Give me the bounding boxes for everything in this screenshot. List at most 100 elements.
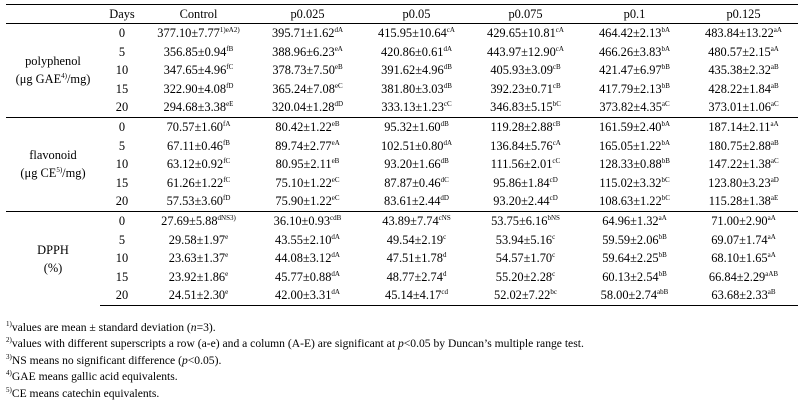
- table-row: DPPH (%) 0 27.69±5.88dNS3) 36.10±0.93cdB 43.8…: [6, 210, 798, 306]
- value-cell: 405.93±3.09cB: [471, 61, 580, 80]
- cell-superscript: bB: [661, 63, 670, 72]
- cell-value: 60.13±2.54: [602, 269, 659, 284]
- cell-value: 23.92±1.86: [168, 269, 226, 284]
- cell-superscript: cA: [555, 44, 564, 53]
- cell-superscript: fA: [222, 119, 231, 128]
- cell-superscript: d: [442, 269, 447, 278]
- cell-value: 59.64±2.25: [602, 251, 659, 266]
- cell-superscript: aB: [770, 81, 779, 90]
- value-cell: 180.75±2.88aB: [689, 137, 798, 156]
- value-cell: 60.13±2.54bB: [580, 268, 689, 287]
- value-cell: 165.05±1.22bA: [580, 137, 689, 156]
- cell-value: 93.20±1.66: [384, 157, 441, 172]
- value-cell: 346.83±5.15bC: [471, 98, 580, 117]
- value-cell: 53.75±6.16bNS: [471, 210, 580, 231]
- cell-superscript: abB: [657, 288, 669, 297]
- value-cell: 391.62±4.96dB: [362, 61, 471, 80]
- category-unit-tail: /mg): [66, 72, 91, 87]
- cell-value: 161.59±2.40: [598, 119, 662, 134]
- day-cell: 5: [118, 138, 126, 153]
- column-header: p0.025: [253, 4, 362, 24]
- cell-value: 115.28±1.38: [708, 194, 771, 209]
- value-cell: 95.86±1.84cD: [471, 174, 580, 193]
- cell-value: 388.96±6.23: [272, 44, 335, 59]
- value-cell: 102.51±0.80dA: [362, 137, 471, 156]
- cell-value: 123.80±3.23: [708, 175, 771, 190]
- cell-superscript: aA: [773, 26, 782, 34]
- cell-value: 415.95±10.64: [378, 26, 447, 40]
- cell-value: 70.57±1.60: [166, 119, 223, 134]
- cell-superscript: cdB: [330, 213, 342, 222]
- column-header: Days: [100, 4, 144, 24]
- cell-superscript: 1)eA2): [219, 26, 240, 34]
- cell-superscript: bC: [661, 194, 670, 203]
- cell-value: 48.77±2.74: [386, 269, 443, 284]
- cell-superscript: dB: [440, 157, 449, 166]
- cell-superscript: e: [225, 251, 229, 260]
- table-row: 5 29.58±1.97e 43.55±2.10dA 49.54±2.19c 53.94…: [6, 231, 798, 250]
- value-cell: 54.57±1.70c: [471, 249, 580, 268]
- cell-value: 61.26±1.22: [166, 175, 224, 190]
- cell-value: 320.04±1.28: [271, 100, 335, 115]
- category-name: DPPH: [37, 242, 69, 257]
- value-cell: 356.85±0.94fB: [144, 43, 253, 62]
- cell-value: 52.02±7.22: [494, 288, 551, 303]
- cell-value: 27.69±5.88: [161, 213, 218, 228]
- category-label: DPPH (%): [6, 210, 100, 306]
- category-label: polyphenol (μg GAE4)/mg): [6, 23, 100, 118]
- table-row: 15 61.26±1.22fC 75.10±1.22eC 87.87±0.46dC 95…: [6, 174, 798, 193]
- value-cell: 147.22±1.38aC: [689, 155, 798, 174]
- cell-value: 53.94±5.16: [495, 232, 553, 247]
- value-cell: 58.00±2.74abB: [580, 286, 689, 306]
- day-cell: 10: [115, 63, 129, 78]
- cell-value: 115.02±3.32: [599, 175, 662, 190]
- value-cell: 480.57±2.15aA: [689, 43, 798, 62]
- value-cell: 75.10±1.22eC: [253, 174, 362, 193]
- value-cell: 428.22±1.84aB: [689, 80, 798, 99]
- value-cell: 93.20±1.66dB: [362, 155, 471, 174]
- footnote-marker: 5): [6, 385, 12, 394]
- cell-value: 420.86±0.61: [380, 44, 444, 59]
- cell-value: 93.20±2.44: [493, 194, 550, 209]
- cell-superscript: dA: [331, 251, 340, 260]
- value-cell: 80.42±1.22eB: [253, 116, 362, 137]
- footnote-text: GAE means gallic acid equivalents.: [11, 370, 178, 384]
- value-cell: 466.26±3.83bA: [580, 43, 689, 62]
- cell-value: 53.75±6.16: [491, 213, 548, 228]
- value-cell: 381.80±3.03dB: [362, 80, 471, 99]
- value-cell: 43.55±2.10dA: [253, 231, 362, 250]
- category-unit: (μg GAE: [15, 72, 62, 87]
- cell-superscript: bB: [661, 81, 670, 90]
- footnote-italic: n: [190, 321, 197, 334]
- day-cell: 20: [115, 100, 129, 115]
- column-header: p0.05: [362, 4, 471, 24]
- cell-superscript: bA: [661, 138, 671, 147]
- value-cell: 429.65±10.81cA: [471, 22, 580, 43]
- cell-value: 480.57±2.15: [708, 44, 771, 59]
- table-row: 10 347.65±4.96fC 378.73±7.50eB 391.62±4.96d…: [6, 61, 798, 80]
- value-cell: 377.10±7.771)eA2): [144, 22, 253, 43]
- cell-superscript: c: [552, 251, 556, 260]
- day-cell: 10: [115, 251, 129, 266]
- cell-value: 71.00±2.90: [711, 213, 768, 228]
- cell-value: 44.08±3.12: [275, 251, 332, 266]
- value-cell: 421.47±6.97bB: [580, 61, 689, 80]
- cell-value: 63.68±2.33: [711, 288, 768, 303]
- value-cell: 136.84±5.76cA: [471, 137, 580, 156]
- value-cell: 417.79±2.13bB: [580, 80, 689, 99]
- cell-value: 67.11±0.46: [167, 138, 223, 153]
- cell-superscript: eC: [331, 194, 340, 203]
- cell-superscript: aC: [661, 100, 670, 109]
- cell-superscript: bB: [661, 157, 670, 166]
- day-cell: 10: [115, 157, 129, 172]
- value-cell: 415.95±10.64cA: [362, 22, 471, 43]
- cell-value: 45.77±0.88: [275, 269, 332, 284]
- cell-superscript: aC: [770, 157, 779, 166]
- cell-value: 69.07±1.74: [711, 232, 768, 247]
- value-cell: 464.42±2.13bA: [580, 22, 689, 43]
- cell-superscript: eB: [331, 157, 340, 166]
- cell-value: 64.96±1.32: [602, 213, 659, 228]
- value-cell: 45.77±0.88dA: [253, 268, 362, 287]
- value-cell: 52.02±7.22bc: [471, 286, 580, 306]
